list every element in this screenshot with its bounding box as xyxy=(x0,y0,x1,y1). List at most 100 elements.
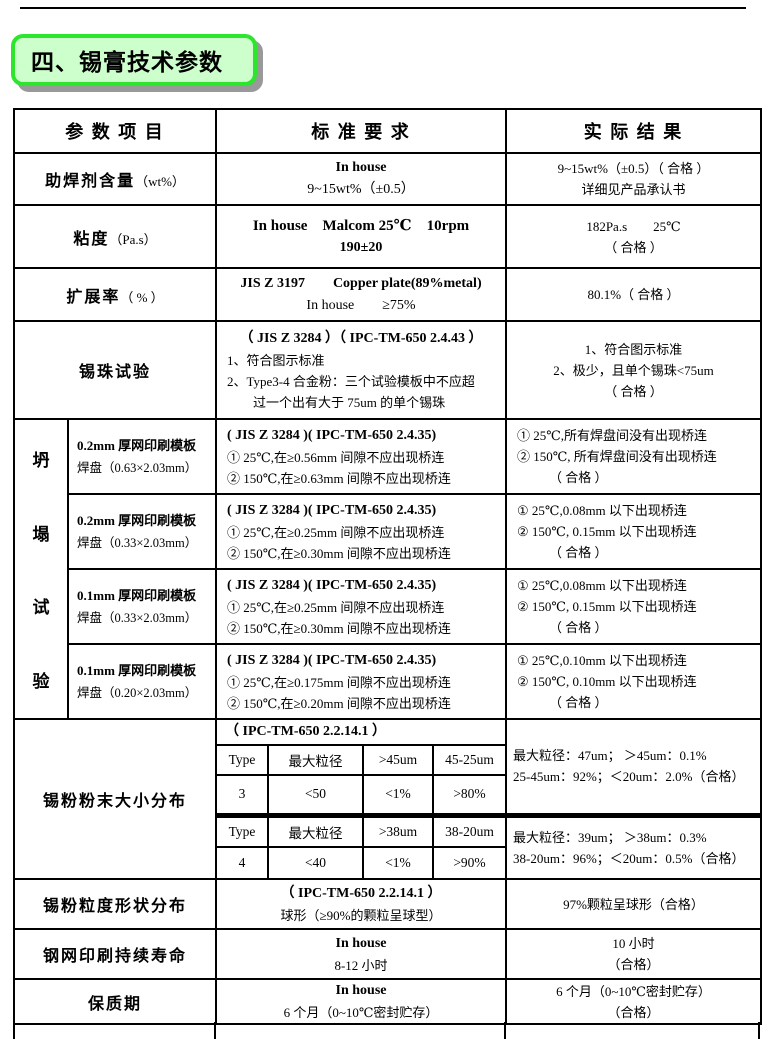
solder-ball-label: 锡珠试验 xyxy=(78,364,151,381)
collapse-1-result-cell: ① 25℃,所有焊盘间没有出现桥连 ② 150℃, 所有焊盘间没有出现桥连 （ … xyxy=(505,418,762,495)
type4-value-maxsize: <40 xyxy=(267,846,364,880)
collapse-2-result-cell: ① 25℃,0.08mm 以下出现桥连 ② 150℃, 0.15mm 以下出现桥… xyxy=(505,493,762,570)
powder-shape-result-cell: 97%颗粒呈球形（合格） xyxy=(505,878,762,930)
row-powder-type4-headers: Type 最大粒径 >38um 38-20um 最大粒径：39um； ＞38um… xyxy=(14,814,762,880)
stencil-life-label: 钢网印刷持续寿命 xyxy=(42,948,187,965)
row-powder-ipc: 锡粉粉末大小分布 （ IPC-TM-650 2.2.14.1 ） 最大粒径：47… xyxy=(13,718,762,880)
flux-result-line1: 9~15wt%（±0.5）（ 合格 ） xyxy=(557,161,710,176)
powder-size-label: 锡粉粉末大小分布 xyxy=(42,793,187,810)
viscosity-label-cell: 粘度（Pa.s） xyxy=(13,204,217,269)
type3-header-4525: 45-25um xyxy=(432,744,507,776)
shelf-life-standard-cell: In house 6 个月（0~10℃密封贮存） xyxy=(215,978,507,1025)
collapse-3-result-line2: ② 150℃, 0.15mm 以下出现桥连 xyxy=(517,599,697,614)
type3-value-maxsize: <50 xyxy=(267,774,364,818)
collapse-3-sublabel-line1: 0.1mm 厚网印刷模板 xyxy=(77,587,197,603)
powder-type4-result-line2: 38-20um：96%；＜20um：0.5%（合格） xyxy=(513,850,745,866)
collapse-1-result-line3: （ 合格 ） xyxy=(549,470,608,485)
viscosity-standard-line1: In house Malcom 25℃ 10rpm xyxy=(252,217,470,234)
powder-type3-result-cell: 最大粒径：47um； ＞45um：0.1% 25-45um：92%；＜20um：… xyxy=(505,718,762,818)
row-powder-shape: 锡粉粒度形状分布 （ IPC-TM-650 2.2.14.1 ） 球形（≥90%… xyxy=(13,878,762,930)
stencil-life-standard-line2: 8-12 小时 xyxy=(334,957,388,973)
collapse-char-2: 塌 xyxy=(32,524,50,544)
row-powder-type3-values: 3 <50 <1% >80% xyxy=(14,774,761,818)
collapse-2-standard-title: ( JIS Z 3284 )( IPC-TM-650 2.4.35) xyxy=(227,502,437,518)
collapse-1-standard-line2: ② 150℃,在≥0.63mm 间隙不应出现桥连 xyxy=(227,470,451,486)
row-solder-ball: 锡珠试验 （ JIS Z 3284 ）（ IPC-TM-650 2.4.43 ）… xyxy=(13,320,762,420)
shelf-life-result-line2: （合格） xyxy=(607,1004,660,1020)
powder-type3-result-line2: 25-45um：92%；＜20um：2.0%（合格） xyxy=(513,769,745,785)
solder-ball-standard-line2: 2、Type3-4 合金粉：三个试验模板中不应超 xyxy=(227,373,475,389)
collapse-3-result-line3: （ 合格 ） xyxy=(549,620,608,635)
parameters-table: 参 数 项 目 标 准 要 求 实 际 结 果 助焊剂含量（wt%） In ho… xyxy=(13,108,762,1025)
spread-label: 扩展率 xyxy=(66,288,121,306)
flux-label: 助焊剂含量 xyxy=(45,173,136,190)
solder-ball-result-line1: 1、符合图示标准 xyxy=(584,341,683,357)
table-continuation-line-right xyxy=(758,1022,760,1039)
type4-header-gt38: >38um xyxy=(362,814,434,848)
top-rule xyxy=(20,7,746,9)
collapse-2-sublabel-line1: 0.2mm 厚网印刷模板 xyxy=(77,512,197,528)
viscosity-standard-cell: In house Malcom 25℃ 10rpm 190±20 xyxy=(215,204,507,269)
collapse-1-sublabel-line1: 0.2mm 厚网印刷模板 xyxy=(77,437,197,453)
powder-shape-label: 锡粉粒度形状分布 xyxy=(42,898,187,915)
solder-ball-result-line2: 2、极少，且单个锡珠<75um xyxy=(553,362,714,378)
row-collapse-2: 0.2mm 厚网印刷模板 焊盘（0.33×2.03mm） ( JIS Z 328… xyxy=(14,493,762,570)
spread-label-cell: 扩展率（ % ） xyxy=(13,267,217,322)
collapse-3-sublabel-cell: 0.1mm 厚网印刷模板 焊盘（0.33×2.03mm） xyxy=(67,568,217,645)
collapse-1-result-line1: ① 25℃,所有焊盘间没有出现桥连 xyxy=(517,428,708,443)
type4-header-type: Type xyxy=(215,814,269,848)
collapse-char-1: 坍 xyxy=(32,451,50,471)
table-header-row: 参 数 项 目 标 准 要 求 实 际 结 果 xyxy=(13,108,762,154)
collapse-2-standard-line2: ② 150℃,在≥0.30mm 间隙不应出现桥连 xyxy=(227,545,451,561)
spread-standard-cell: JIS Z 3197 Copper plate(89%metal) In hou… xyxy=(215,267,507,322)
stencil-life-result-line1: 10 小时 xyxy=(612,936,655,951)
collapse-1-result-line2: ② 150℃, 所有焊盘间没有出现桥连 xyxy=(517,449,717,464)
solder-ball-standard-line1: 1、符合图示标准 xyxy=(227,352,325,368)
type3-value-type: 3 xyxy=(215,774,269,818)
collapse-4-sublabel-cell: 0.1mm 厚网印刷模板 焊盘（0.20×2.03mm） xyxy=(67,643,217,720)
viscosity-result-line1: 182Pa.s 25℃ xyxy=(586,218,681,234)
collapse-vertical-label-cell: 坍 塌 试 验 xyxy=(13,418,69,720)
stencil-life-standard-cell: In house 8-12 小时 xyxy=(215,928,507,980)
collapse-4-result-cell: ① 25℃,0.10mm 以下出现桥连 ② 150℃, 0.10mm 以下出现桥… xyxy=(505,643,762,720)
flux-standard-cell: In house 9~15wt%（±0.5） xyxy=(215,152,507,206)
flux-label-cell: 助焊剂含量（wt%） xyxy=(13,152,217,206)
solder-ball-label-cell: 锡珠试验 xyxy=(13,320,217,420)
collapse-2-result-line2: ② 150℃, 0.15mm 以下出现桥连 xyxy=(517,524,697,539)
shelf-life-standard-line2: 6 个月（0~10℃密封贮存） xyxy=(283,1005,439,1020)
stencil-life-standard-line1: In house xyxy=(335,935,387,951)
viscosity-label: 粘度 xyxy=(73,230,110,248)
solder-ball-result-cell: 1、符合图示标准 2、极少，且单个锡珠<75um （ 合格 ） xyxy=(505,320,762,420)
viscosity-standard-line2: 190±20 xyxy=(339,239,383,255)
type3-header-type: Type xyxy=(215,744,269,776)
spread-result-line1: 80.1%（ 合格 ） xyxy=(587,287,680,302)
type3-value-4525: >80% xyxy=(432,774,507,818)
collapse-4-standard-line1: ① 25℃,在≥0.175mm 间隙不应出现桥连 xyxy=(227,674,451,690)
collapse-3-standard-line2: ② 150℃,在≥0.30mm 间隙不应出现桥连 xyxy=(227,620,451,636)
row-stencil-life: 钢网印刷持续寿命 In house 8-12 小时 10 小时 （合格） xyxy=(13,928,762,980)
type4-header-maxsize: 最大粒径 xyxy=(267,814,364,848)
collapse-3-standard-title: ( JIS Z 3284 )( IPC-TM-650 2.4.35) xyxy=(227,577,437,593)
collapse-2-sublabel-line2: 焊盘（0.33×2.03mm） xyxy=(77,535,198,550)
collapse-3-standard-line1: ① 25℃,在≥0.25mm 间隙不应出现桥连 xyxy=(227,599,445,615)
shelf-life-result-cell: 6 个月（0~10℃密封贮存） （合格） xyxy=(505,978,762,1025)
spread-label-suffix: （ % ） xyxy=(120,289,164,305)
powder-type4-result-line1: 最大粒径：39um； ＞38um：0.3% xyxy=(513,829,707,845)
row-collapse-4: 0.1mm 厚网印刷模板 焊盘（0.20×2.03mm） ( JIS Z 328… xyxy=(14,643,762,720)
flux-standard-line1: In house xyxy=(335,160,387,175)
row-powder-type4-values: 4 <40 <1% >90% xyxy=(14,846,761,880)
row-collapse-1: 坍 塌 试 验 0.2mm 厚网印刷模板 焊盘（0.63×2.03mm） ( J… xyxy=(13,418,762,720)
header-standard: 标 准 要 求 xyxy=(215,108,507,154)
collapse-3-result-line1: ① 25℃,0.08mm 以下出现桥连 xyxy=(517,578,687,593)
powder-shape-standard-line1: （ IPC-TM-650 2.2.14.1 ） xyxy=(280,885,442,901)
collapse-char-4: 验 xyxy=(32,671,50,691)
collapse-4-result-line2: ② 150℃, 0.10mm 以下出现桥连 xyxy=(517,674,697,689)
row-powder-type3-headers: Type 最大粒径 >45um 45-25um xyxy=(14,744,761,776)
type4-value-type: 4 xyxy=(215,846,269,880)
powder-type3-result-line1: 最大粒径：47um； ＞45um：0.1% xyxy=(513,748,707,764)
type4-value-3820: >90% xyxy=(432,846,507,880)
collapse-4-standard-line2: ② 150℃,在≥0.20mm 间隙不应出现桥连 xyxy=(227,695,451,711)
solder-ball-standard-cell: （ JIS Z 3284 ）（ IPC-TM-650 2.4.43 ） 1、符合… xyxy=(215,320,507,420)
powder-shape-standard-cell: （ IPC-TM-650 2.2.14.1 ） 球形（≥90%的颗粒呈球型） xyxy=(215,878,507,930)
powder-size-label-cell: 锡粉粉末大小分布 xyxy=(13,718,217,880)
